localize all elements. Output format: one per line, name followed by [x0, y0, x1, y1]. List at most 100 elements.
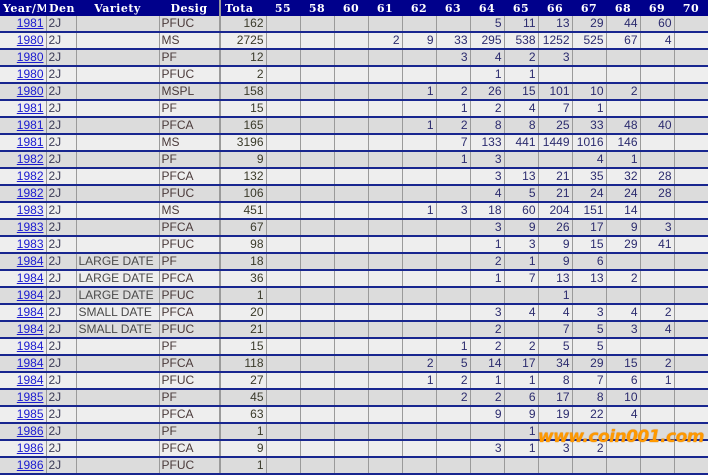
cell-year-mint[interactable]: 1984 — [0, 253, 47, 271]
cell-grade-67 — [572, 66, 607, 84]
cell-grade-68 — [606, 457, 641, 475]
column-header-desig[interactable]: Desig — [170, 1, 208, 15]
cell-year-mint[interactable]: 1980 — [0, 83, 47, 101]
cell-year-mint[interactable]: 1986 — [0, 423, 47, 441]
cell-year-mint[interactable]: 1984 — [0, 355, 47, 373]
column-header-grade-58[interactable]: 58 — [308, 1, 326, 15]
cell-grade-63 — [436, 185, 471, 203]
cell-grade-70 — [674, 32, 708, 50]
cell-desig: PFUC — [159, 457, 221, 475]
cell-grade-62 — [402, 134, 437, 152]
cell-desig: PFUC — [159, 372, 221, 390]
cell-total: 1 — [219, 423, 267, 441]
cell-year-mint[interactable]: 1982 — [0, 168, 47, 186]
cell-grade-60 — [334, 32, 369, 50]
column-header-grade-62[interactable]: 62 — [410, 1, 428, 15]
cell-grade-61 — [368, 134, 403, 152]
column-header-grade-70[interactable]: 70 — [682, 1, 700, 15]
cell-grade-55 — [266, 202, 301, 220]
cell-year-mint[interactable]: 1983 — [0, 236, 47, 254]
cell-total: 21 — [219, 321, 267, 339]
cell-grade-70 — [674, 321, 708, 339]
column-header-grade-67[interactable]: 67 — [580, 1, 598, 15]
cell-year-mint[interactable]: 1985 — [0, 406, 47, 424]
cell-grade-63: 5 — [436, 355, 471, 373]
cell-year-mint[interactable]: 1985 — [0, 389, 47, 407]
cell-year-mint[interactable]: 1980 — [0, 32, 47, 50]
cell-grade-70 — [674, 406, 708, 424]
column-header-grade-64[interactable]: 64 — [478, 1, 496, 15]
cell-variety — [76, 389, 160, 407]
cell-year-mint[interactable]: 1984 — [0, 270, 47, 288]
column-header-grade-63[interactable]: 63 — [444, 1, 462, 15]
column-header-den[interactable]: Den — [49, 1, 76, 15]
cell-grade-61 — [368, 287, 403, 305]
cell-year-mint[interactable]: 1981 — [0, 100, 47, 118]
column-header-total[interactable]: Tota — [219, 0, 266, 16]
cell-grade-68: 2 — [606, 270, 641, 288]
table-row: 1986 2J PFUC 1 — [0, 457, 708, 475]
cell-grade-58 — [300, 219, 335, 237]
cell-grade-68: 6 — [606, 372, 641, 390]
cell-grade-65: 1 — [504, 253, 539, 271]
cell-grade-60 — [334, 457, 369, 475]
cell-grade-69 — [640, 100, 675, 118]
column-header-grade-69[interactable]: 69 — [648, 1, 666, 15]
cell-grade-66: 34 — [538, 355, 573, 373]
cell-grade-60 — [334, 66, 369, 84]
cell-year-mint[interactable]: 1983 — [0, 219, 47, 237]
cell-year-mint[interactable]: 1983 — [0, 202, 47, 220]
cell-year-mint[interactable]: 1984 — [0, 287, 47, 305]
cell-grade-58 — [300, 202, 335, 220]
cell-grade-68: 32 — [606, 168, 641, 186]
column-header-year-mint[interactable]: Year/Mint — [3, 1, 46, 15]
cell-grade-66: 5 — [538, 338, 573, 356]
table-row: 1981 2J PFCA 165 1 2 8 8 25 33 48 40 — [0, 117, 708, 135]
cell-grade-65: 60 — [504, 202, 539, 220]
cell-grade-65 — [504, 457, 539, 475]
cell-grade-64 — [470, 287, 505, 305]
cell-grade-70 — [674, 355, 708, 373]
column-header-grade-60[interactable]: 60 — [342, 1, 360, 15]
column-header-grade-66[interactable]: 66 — [546, 1, 564, 15]
cell-year-mint[interactable]: 1984 — [0, 372, 47, 390]
cell-grade-64: 295 — [470, 32, 505, 50]
cell-year-mint[interactable]: 1984 — [0, 321, 47, 339]
column-header-grade-68[interactable]: 68 — [614, 1, 632, 15]
cell-year-mint[interactable]: 1980 — [0, 49, 47, 67]
cell-total: 9 — [219, 151, 267, 169]
cell-year-mint[interactable]: 1984 — [0, 304, 47, 322]
cell-desig: MSPL — [159, 83, 221, 101]
cell-year-mint[interactable]: 1981 — [0, 117, 47, 135]
cell-grade-55 — [266, 338, 301, 356]
cell-grade-62: 1 — [402, 83, 437, 101]
cell-grade-66: 26 — [538, 219, 573, 237]
cell-year-mint[interactable]: 1982 — [0, 151, 47, 169]
cell-grade-65: 9 — [504, 406, 539, 424]
cell-year-mint[interactable]: 1982 — [0, 185, 47, 203]
cell-year-mint[interactable]: 1986 — [0, 457, 47, 475]
cell-grade-60 — [334, 219, 369, 237]
column-header-grade-61[interactable]: 61 — [376, 1, 394, 15]
table-row: 1985 2J PF 45 2 2 6 17 8 10 — [0, 389, 708, 407]
cell-grade-67: 33 — [572, 117, 607, 135]
cell-year-mint[interactable]: 1981 — [0, 16, 47, 33]
cell-grade-63: 7 — [436, 134, 471, 152]
cell-grade-60 — [334, 134, 369, 152]
cell-total: 18 — [219, 253, 267, 271]
cell-grade-66: 19 — [538, 406, 573, 424]
cell-grade-65: 2 — [504, 338, 539, 356]
cell-desig: PFCA — [159, 219, 221, 237]
cell-grade-62 — [402, 457, 437, 475]
cell-grade-68: 9 — [606, 219, 641, 237]
cell-grade-61 — [368, 355, 403, 373]
cell-year-mint[interactable]: 1981 — [0, 134, 47, 152]
cell-desig: PFUC — [159, 236, 221, 254]
cell-year-mint[interactable]: 1980 — [0, 66, 47, 84]
column-header-variety[interactable]: Variety — [94, 1, 141, 15]
cell-grade-55 — [266, 151, 301, 169]
cell-year-mint[interactable]: 1984 — [0, 338, 47, 356]
column-header-grade-55[interactable]: 55 — [274, 1, 292, 15]
column-header-grade-65[interactable]: 65 — [512, 1, 530, 15]
cell-grade-65: 2 — [504, 49, 539, 67]
